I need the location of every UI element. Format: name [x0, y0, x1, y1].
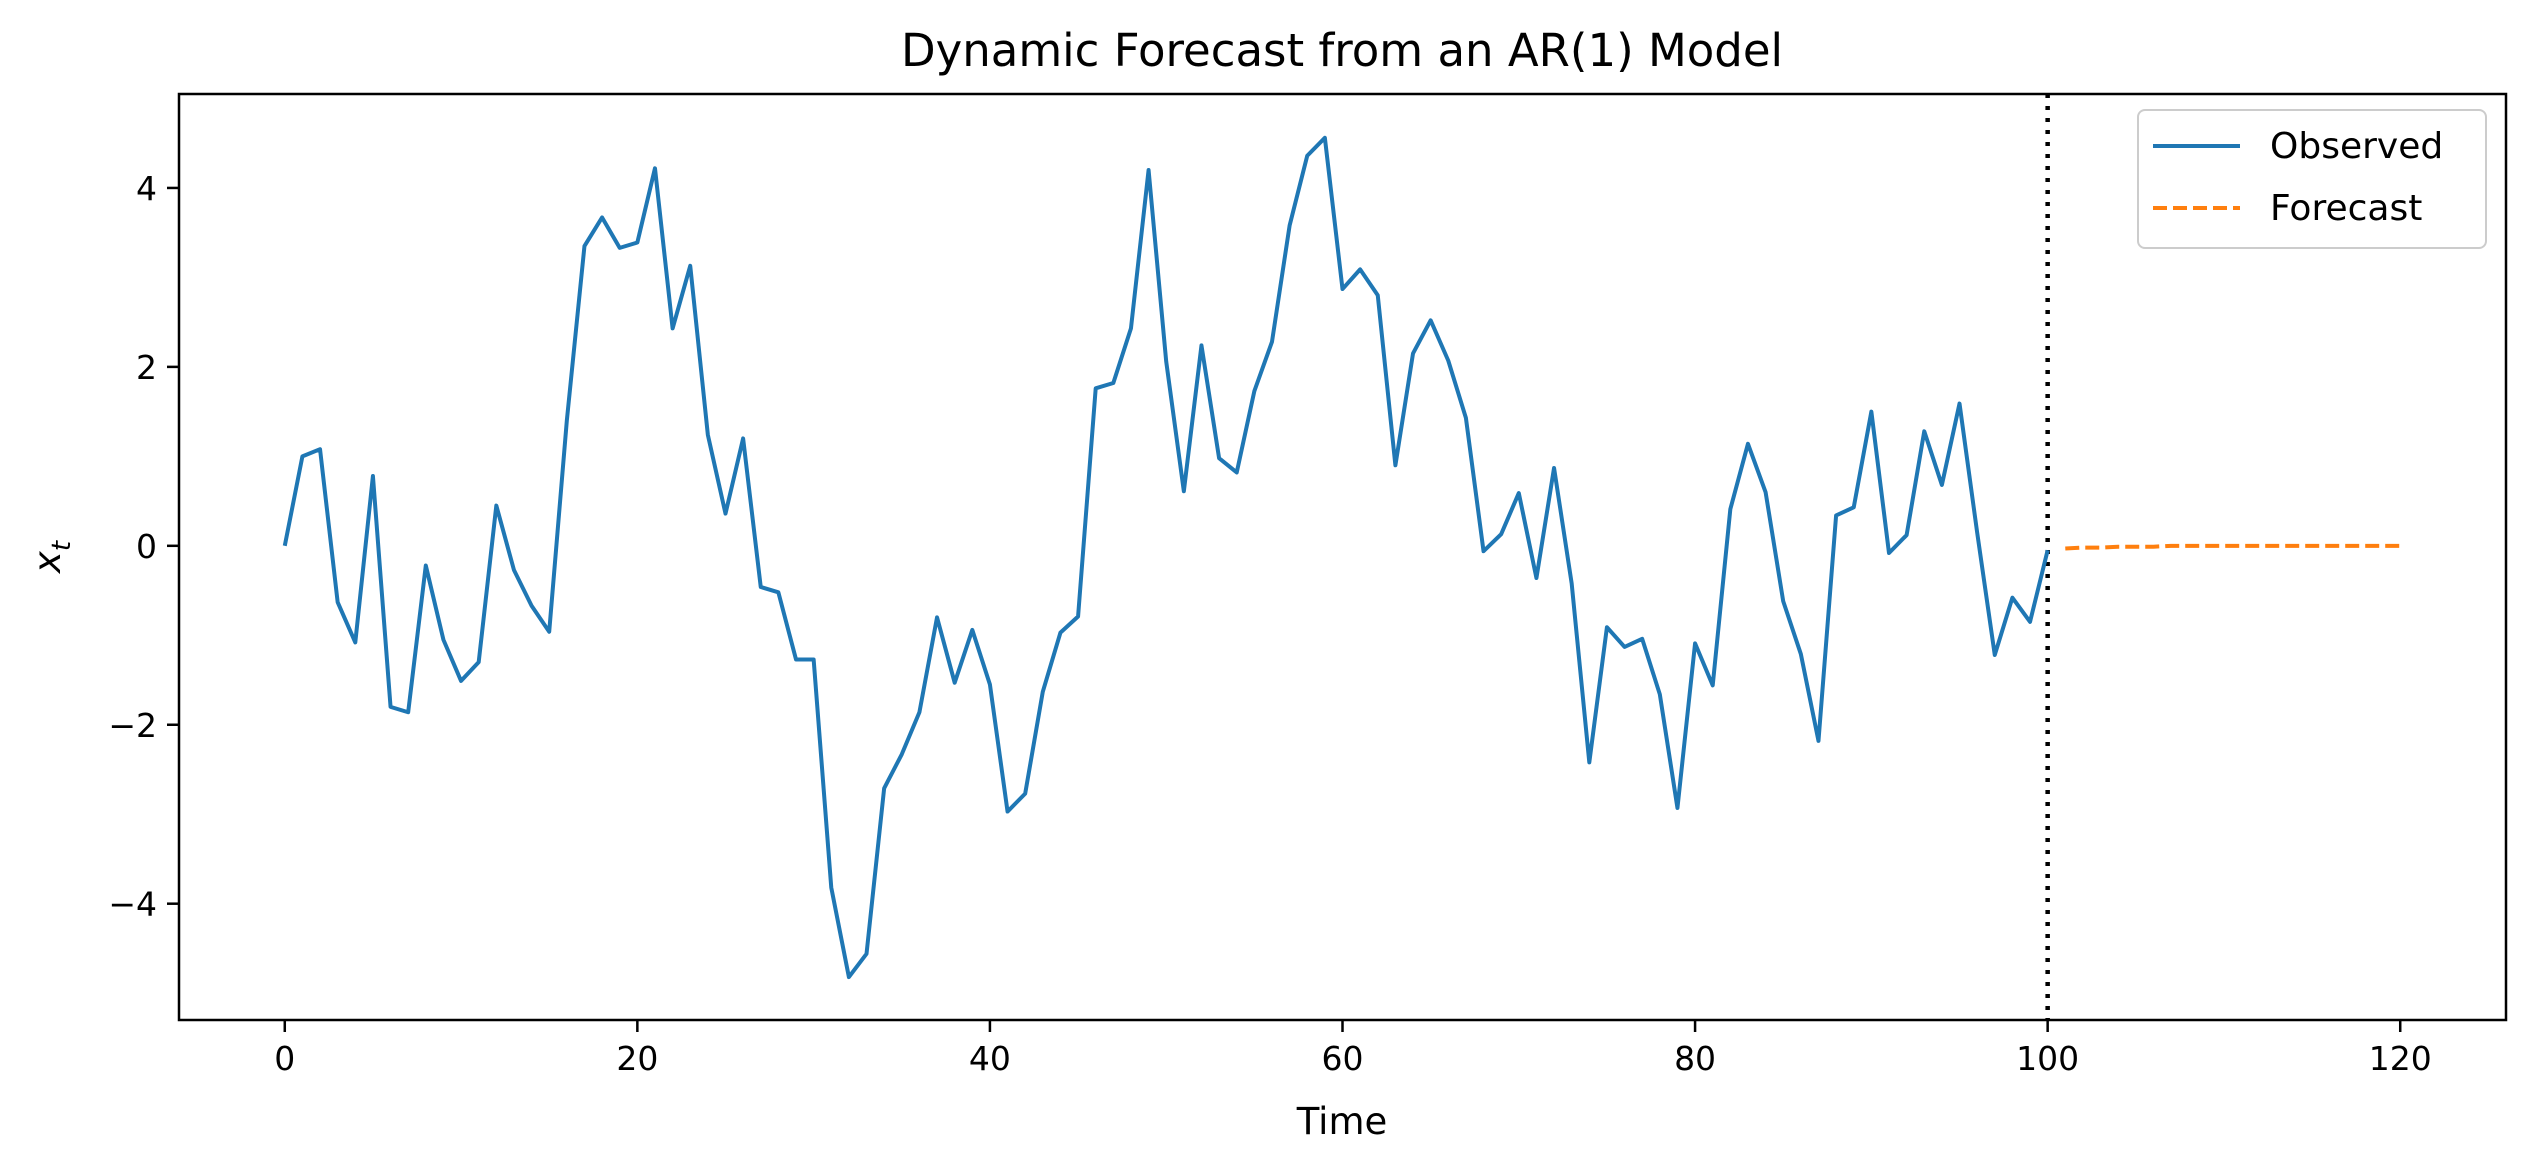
- x-tick-label: 80: [1674, 1039, 1716, 1078]
- y-tick-label: −4: [108, 885, 157, 924]
- legend-label-forecast: Forecast: [2270, 188, 2422, 229]
- y-axis-label-subscript: t: [47, 540, 77, 551]
- x-tick-label: 120: [2369, 1039, 2432, 1078]
- series-line-forecast: [2065, 543, 2401, 551]
- y-axis: −4 −2 0 2 4: [108, 169, 179, 924]
- legend: Observed Forecast: [2137, 109, 2487, 249]
- x-tick-label: 40: [969, 1039, 1011, 1078]
- x-tick-label: 0: [274, 1039, 295, 1078]
- chart-title: Dynamic Forecast from an AR(1) Model: [901, 24, 1783, 77]
- y-axis-label-main: x: [26, 550, 69, 574]
- y-tick-label: 0: [136, 527, 157, 566]
- y-axis-label: xt: [26, 540, 77, 574]
- x-tick-label: 60: [1322, 1039, 1364, 1078]
- y-tick-label: 4: [136, 169, 157, 208]
- x-tick-label: 100: [2016, 1039, 2079, 1078]
- x-axis-label: Time: [1296, 1100, 1388, 1143]
- y-tick-label: −2: [108, 706, 157, 745]
- x-axis: 0 20 40 60 80 100 120: [274, 1020, 2432, 1078]
- legend-label-observed: Observed: [2270, 126, 2443, 167]
- series-line-observed: [282, 135, 2050, 980]
- x-tick-label: 20: [616, 1039, 658, 1078]
- plot-area: [282, 94, 2401, 1020]
- y-tick-label: 2: [136, 348, 157, 387]
